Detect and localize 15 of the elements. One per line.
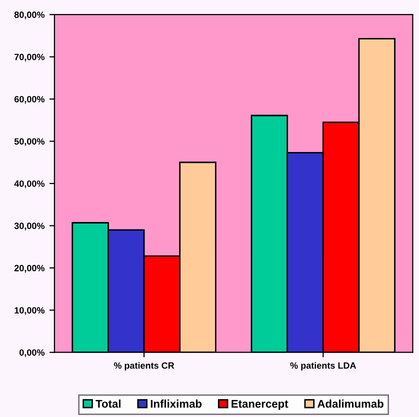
legend-label: Total [96, 400, 120, 408]
y-tick-label: 70,00% [14, 54, 45, 62]
y-tick-label: 80,00% [14, 12, 45, 20]
legend-label: Etanercept [232, 400, 288, 410]
legend-label: Infliximab [150, 400, 202, 408]
y-tick-label: 0,00% [20, 349, 45, 358]
y-tick-label: 50,00% [14, 138, 45, 146]
y-tick-label: 20,00% [14, 264, 45, 273]
legend-label: Adalimumab [317, 400, 384, 408]
y-tick-label: 40,00% [14, 180, 45, 188]
y-tick-label: 60,00% [14, 96, 45, 104]
x-tick-label: % patients CR [114, 362, 174, 371]
x-tick-label: % patients LDA [290, 362, 356, 371]
y-tick-label: 10,00% [14, 307, 45, 315]
y-tick-label: 30,00% [14, 222, 45, 230]
